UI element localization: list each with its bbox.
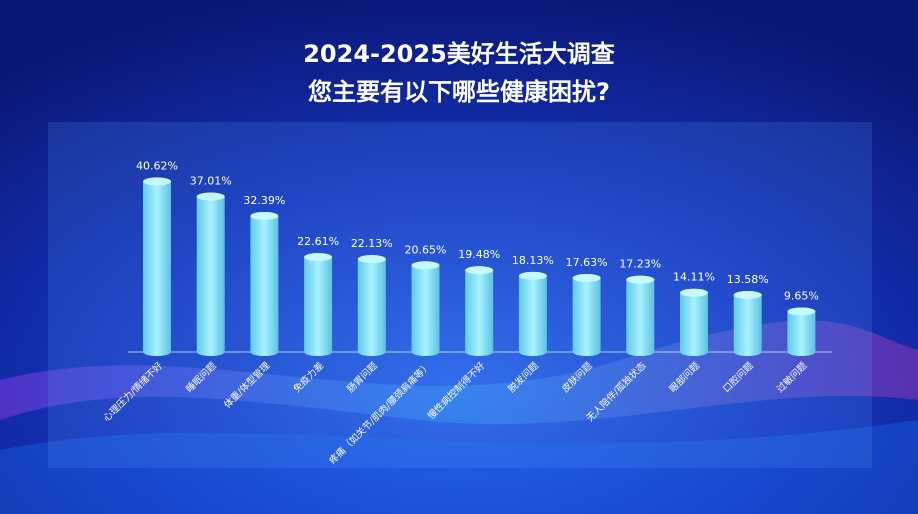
bar [465, 266, 494, 356]
bar-cap [733, 290, 762, 299]
bar [411, 261, 440, 356]
value-label: 40.62% [136, 159, 178, 172]
bar [787, 307, 816, 356]
bar-cap [357, 255, 386, 264]
bar [196, 192, 225, 356]
value-label: 18.13% [512, 254, 554, 267]
bar [680, 288, 708, 356]
bar-cap [196, 192, 225, 201]
value-label: 19.48% [458, 248, 500, 261]
bar-cap [250, 211, 279, 220]
bar-cap [626, 275, 655, 284]
value-label: 22.13% [351, 237, 393, 250]
bar-cap [787, 307, 816, 316]
bar [626, 275, 655, 356]
bar-cap [304, 253, 333, 262]
bar [518, 271, 547, 356]
bar [250, 211, 279, 356]
bar [357, 255, 386, 356]
wave [0, 420, 918, 514]
value-label: 9.65% [784, 289, 819, 302]
value-label: 32.39% [243, 194, 285, 207]
value-label: 37.01% [190, 175, 232, 188]
value-label: 20.65% [405, 243, 447, 256]
value-label: 17.63% [566, 256, 608, 269]
bar-cap [518, 271, 547, 280]
bar-cap [465, 266, 494, 275]
value-label: 13.58% [727, 273, 769, 286]
chart-title: 2024-2025美好生活大调查 [303, 40, 615, 68]
bar [733, 290, 762, 356]
chart-subtitle: 您主要有以下哪些健康困扰? [308, 78, 610, 106]
bar [572, 273, 601, 356]
value-label: 14.11% [673, 271, 715, 284]
bar [143, 177, 171, 356]
bar [304, 253, 333, 356]
bar-cap [680, 288, 708, 297]
bar-cap [143, 177, 171, 186]
bar-cap [411, 261, 440, 270]
value-label: 17.23% [619, 258, 661, 271]
value-label: 22.61% [297, 235, 339, 248]
bar-cap [572, 273, 601, 282]
